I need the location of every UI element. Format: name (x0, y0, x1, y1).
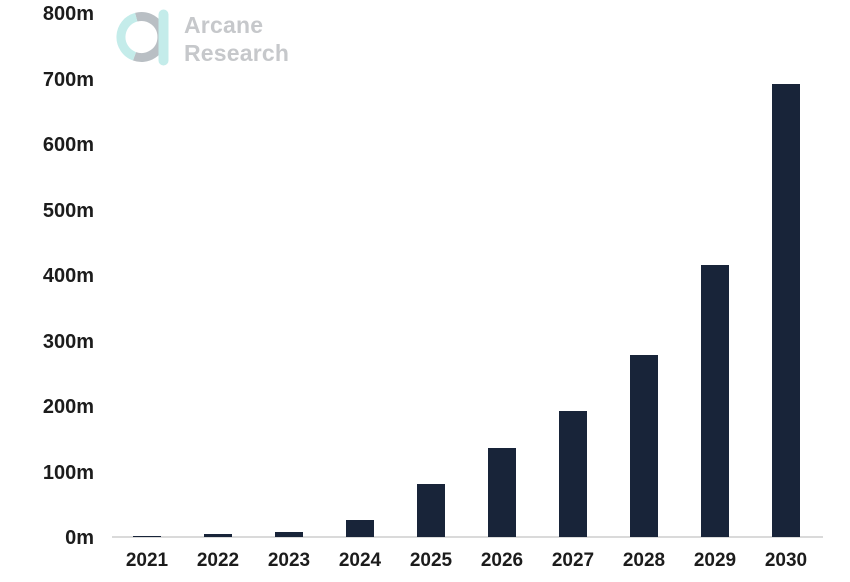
y-axis-tick-label: 500m (42, 199, 94, 222)
logo-wordmark-line2: Research (184, 40, 290, 66)
logo-wordmark-line1: Arcane (184, 12, 264, 38)
x-axis-tick-label: 2022 (196, 550, 240, 571)
y-axis-tick-label: 600m (42, 134, 94, 156)
bar-2023 (275, 531, 303, 537)
bar-2030 (772, 83, 800, 537)
bar-2028 (630, 354, 658, 537)
bar-2021 (133, 536, 161, 537)
arcane-logo-icon (116, 9, 169, 66)
x-axis-tick-label: 2028 (622, 550, 666, 571)
x-axis-tick-label: 2030 (764, 550, 808, 571)
x-axis-tick-label: 2027 (551, 550, 595, 571)
logo-wordmark: Arcane Research (184, 11, 289, 67)
bar-2024 (346, 519, 374, 537)
bar-2022 (204, 533, 232, 537)
y-axis-tick-label: 400m (42, 265, 94, 287)
bar-2025 (417, 483, 445, 537)
bar-2029 (701, 264, 729, 537)
y-axis-tick-label: 700m (42, 68, 94, 91)
y-axis-tick-label: 800m (42, 3, 94, 25)
bar-2027 (559, 410, 587, 537)
y-axis-tick-label: 0m (65, 527, 94, 549)
x-axis-tick-label: 2024 (338, 550, 382, 571)
y-axis-tick-label: 200m (42, 396, 94, 418)
y-axis-tick-label: 300m (42, 330, 94, 353)
arcane-research-logo: Arcane Research (116, 9, 289, 67)
x-axis-tick-label: 2026 (480, 550, 524, 571)
x-axis-tick-label: 2025 (409, 550, 453, 571)
y-axis-tick-label: 100m (42, 461, 94, 484)
x-axis-tick-label: 2023 (267, 550, 311, 571)
x-axis-tick-label: 2029 (693, 550, 737, 571)
bar-2026 (488, 447, 516, 537)
x-axis-line (112, 536, 823, 538)
x-axis-tick-label: 2021 (125, 550, 169, 571)
